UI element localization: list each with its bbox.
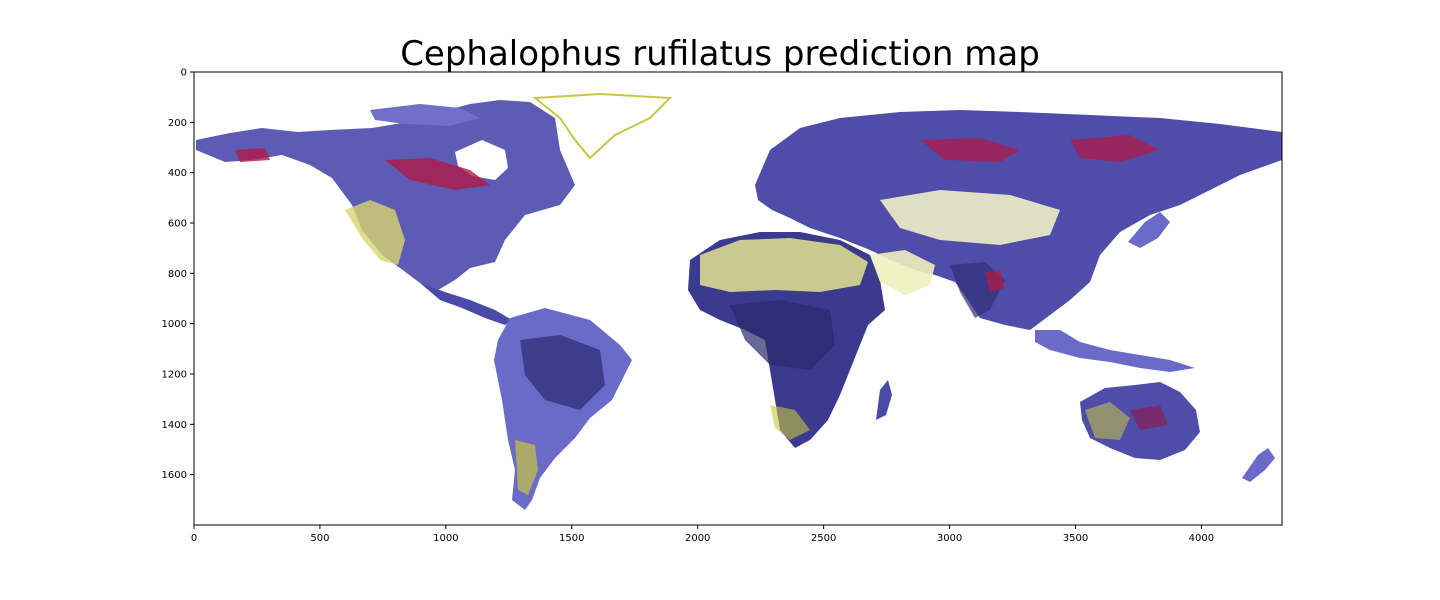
map-title: Cephalophus rufilatus prediction map [400, 34, 1040, 74]
axes-frame [193, 71, 1283, 526]
x-tick-label: 2000 [685, 533, 710, 544]
western-north-america-yellow [345, 200, 405, 265]
canada-high [385, 158, 490, 190]
amazon-dark [520, 335, 605, 410]
y-tick-label: 600 [168, 219, 187, 230]
central-africa-dark [730, 300, 835, 370]
x-tick-label: 4000 [1189, 533, 1214, 544]
central-asia-yellow [880, 190, 1060, 245]
x-tick-label: 0 [191, 533, 197, 544]
y-tick-label: 1600 [162, 470, 187, 481]
australia-yellow [1085, 402, 1130, 440]
x-axis: 0 500 1000 1500 2000 2500 3000 3500 4000 [191, 525, 1214, 544]
y-tick-label: 200 [168, 118, 187, 129]
y-tick-label: 800 [168, 269, 187, 280]
east-siberia-high [1070, 135, 1160, 162]
y-tick-label: 1200 [162, 370, 187, 381]
prediction-raster [196, 92, 1282, 510]
y-tick-label: 0 [181, 68, 187, 79]
x-tick-label: 500 [310, 533, 329, 544]
japan [1128, 212, 1170, 248]
y-tick-label: 400 [168, 168, 187, 179]
australia-high [1130, 405, 1168, 430]
x-tick-label: 3000 [937, 533, 962, 544]
y-axis: 0 200 400 600 800 1000 1200 1400 1600 [162, 68, 194, 481]
india-high [985, 270, 1005, 292]
central-america [420, 283, 512, 325]
southern-africa-yellow [770, 405, 810, 440]
x-tick-label: 2500 [811, 533, 836, 544]
x-tick-label: 1500 [559, 533, 584, 544]
siberia-high [920, 138, 1020, 162]
southeast-asia [1035, 330, 1195, 372]
arabia-yellow [870, 250, 935, 295]
madagascar [876, 380, 892, 420]
x-tick-label: 1000 [433, 533, 458, 544]
alaska-high [235, 148, 270, 162]
arctic-islands [370, 104, 480, 126]
patagonia-yellow [515, 440, 538, 495]
x-tick-label: 3500 [1063, 533, 1088, 544]
y-tick-label: 1000 [162, 319, 187, 330]
sahara-yellow [700, 238, 868, 292]
y-tick-label: 1400 [162, 420, 187, 431]
new-zealand [1242, 448, 1275, 482]
greenland [532, 92, 673, 160]
